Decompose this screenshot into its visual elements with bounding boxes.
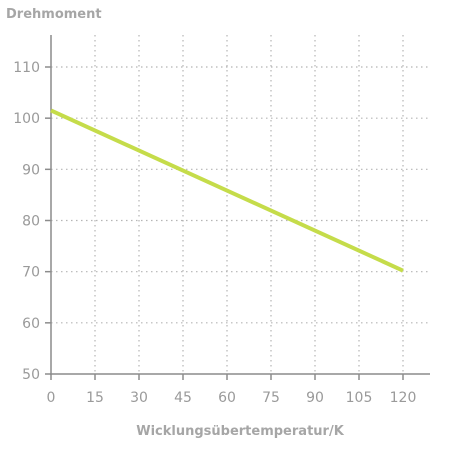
x-tick-label-60: 60	[218, 390, 236, 406]
y-tick-label-50: 50	[22, 367, 40, 383]
x-tick-label-120: 120	[390, 390, 417, 406]
y-axis-label: Drehmoment	[6, 7, 102, 22]
y-axis-ticks: 50 60 70 80 90 100 110	[13, 60, 51, 383]
x-tick-label-105: 105	[346, 390, 373, 406]
series	[50, 108, 404, 273]
x-axis-ticks: 0 15 30 45 60 75 90 105 120	[47, 374, 417, 406]
x-tick-label-15: 15	[86, 390, 104, 406]
y-tick-label-100: 100	[13, 111, 40, 127]
y-tick-label-90: 90	[22, 162, 40, 178]
x-tick-label-30: 30	[130, 390, 148, 406]
y-tick-label-110: 110	[13, 60, 40, 76]
x-tick-label-0: 0	[47, 390, 56, 406]
x-tick-label-45: 45	[174, 390, 192, 406]
y-tick-label-80: 80	[22, 214, 40, 230]
x-tick-label-75: 75	[262, 390, 280, 406]
y-tick-label-60: 60	[22, 316, 40, 332]
x-axis-label: Wicklungsübertemperatur/K	[136, 424, 344, 439]
axes	[50, 35, 430, 375]
grid	[51, 35, 430, 374]
y-tick-label-70: 70	[22, 265, 40, 281]
series-line-0	[50, 108, 404, 273]
x-tick-label-90: 90	[306, 390, 324, 406]
